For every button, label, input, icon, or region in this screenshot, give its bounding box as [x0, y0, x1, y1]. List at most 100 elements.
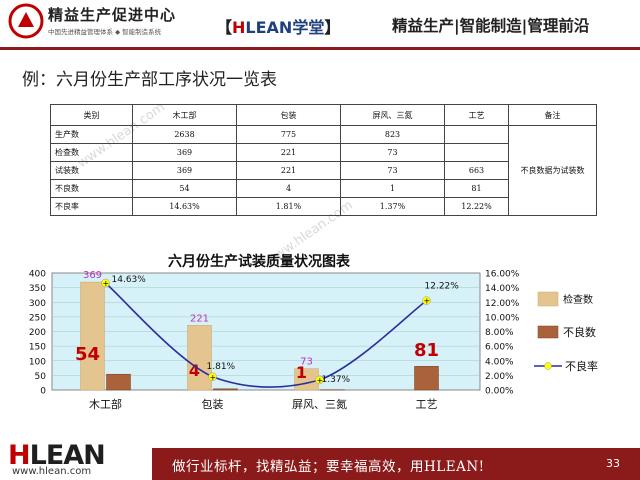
table-cell: 2638	[132, 125, 237, 144]
y-right-tick-label: 2.00%	[485, 372, 514, 382]
table-row: 不良率 14.63% 1.81% 1.37% 12.22%	[50, 197, 597, 216]
header-tagline: 精益生产|智能制造|管理前沿	[392, 17, 590, 35]
y-right-tick-label: 10.00%	[485, 313, 520, 323]
legend-label: 检查数	[563, 293, 593, 306]
y-left-tick-label: 50	[35, 372, 47, 382]
y-left-tick-label: 150	[29, 343, 46, 353]
defect-data-label: 81	[414, 340, 439, 361]
table-cell: 775	[236, 125, 341, 144]
table-note-cell: 不良数据为试装数	[508, 125, 597, 216]
bar-data-label: 221	[190, 313, 209, 324]
y-left-tick-label: 0	[40, 387, 46, 397]
table-cell: 369	[132, 143, 237, 162]
rate-marker-cross: +	[103, 279, 110, 288]
footer-logo-lean: LEAN	[29, 440, 106, 471]
footer-url[interactable]: www.hlean.com	[12, 466, 92, 477]
table-header-cell: 屏风、三氮	[340, 104, 445, 126]
bar-data-label: 73	[300, 357, 313, 368]
table-cell: 不良数	[50, 179, 133, 198]
x-tick-label: 包装	[202, 398, 224, 411]
header: 精益生产促进中心 中国先进精益管理体系 ◆ 智能制造系统 【HLEAN学堂】 精…	[0, 0, 640, 46]
y-left-tick-label: 200	[29, 328, 46, 338]
page-title: 例：六月份生产部工序状况一览表	[22, 70, 277, 90]
logo-lean: LEAN	[245, 18, 293, 37]
table-cell: 不良率	[50, 197, 133, 216]
quality-chart: 0 50 100 150 200 250 300 350 400 0.00% 2.00% 4.00% 6…	[29, 270, 598, 412]
table-cell: 试装数	[50, 161, 133, 180]
bar-defect	[213, 388, 238, 391]
rate-data-label: 14.63%	[112, 275, 147, 285]
table-cell: 12.22%	[444, 197, 509, 216]
header-divider	[0, 47, 640, 50]
table-cell: 4	[236, 179, 341, 198]
table-cell: 221	[236, 143, 341, 162]
defect-data-label: 1	[296, 363, 307, 382]
y-left-tick-label: 300	[29, 299, 46, 309]
table-header-cell: 备注	[508, 104, 597, 126]
table-row: 检查数 369 221 73	[50, 143, 597, 162]
table-cell: 823	[340, 125, 445, 144]
rate-data-label: 12.22%	[425, 282, 460, 292]
y-left-tick-label: 350	[29, 284, 46, 294]
brand-subtitle: 中国先进精益管理体系 ◆ 智能制造系统	[48, 28, 162, 36]
table-cell: 663	[444, 161, 509, 180]
table-cell: 73	[340, 161, 445, 180]
y-left-tick-label: 100	[29, 357, 46, 367]
table-header-cell: 类别	[50, 104, 133, 126]
brand-name: 精益生产促进中心	[48, 6, 177, 24]
hlean-classroom-label: 【HLEAN学堂】	[216, 14, 340, 38]
table-header-cell: 木工部	[132, 104, 237, 126]
rate-data-label: 1.81%	[207, 362, 236, 372]
y-right-tick-label: 6.00%	[485, 343, 514, 353]
rate-marker-cross: +	[210, 373, 217, 382]
rate-marker-cross: +	[424, 297, 431, 306]
table-cell	[444, 125, 509, 144]
y-right-tick-label: 8.00%	[485, 328, 514, 338]
table-cell: 1	[340, 179, 445, 198]
table-row: 生产数 2638 775 823 不良数据为试装数	[50, 125, 597, 216]
bar-defect	[106, 373, 131, 391]
brand-logo-icon	[8, 3, 44, 39]
table-cell: 14.63%	[132, 197, 237, 216]
table-header-row: 类别 木工部 包装 屏风、三氮 工艺 备注	[50, 104, 597, 126]
logo-h: H	[232, 18, 246, 37]
rate-marker-cross: +	[317, 376, 324, 385]
y-right-tick-label: 4.00%	[485, 357, 514, 367]
table-cell: 1.81%	[236, 197, 341, 216]
rate-marker	[101, 278, 110, 288]
y-left-tick-label: 400	[29, 270, 46, 280]
table-cell: 54	[132, 179, 237, 198]
bracket-close: 】	[324, 18, 341, 37]
y-right-tick-label: 14.00%	[485, 284, 520, 294]
defect-data-label: 54	[75, 344, 100, 365]
table-header-cell: 包装	[236, 104, 341, 126]
bar-inspected	[187, 325, 212, 391]
table-cell: 369	[132, 161, 237, 180]
legend-marker-rate	[544, 362, 552, 370]
table-cell	[444, 143, 509, 162]
bar-defect	[414, 366, 439, 391]
table-header-cell: 工艺	[444, 104, 509, 126]
rate-line	[104, 282, 427, 388]
y-right-tick-label: 16.00%	[485, 270, 520, 280]
rate-marker	[315, 375, 324, 385]
y-right-tick-label: 0.00%	[485, 387, 514, 397]
legend-swatch-defect	[537, 325, 559, 339]
page-number: 33	[606, 457, 620, 470]
x-tick-label: 工艺	[416, 398, 438, 411]
process-status-table: 类别 木工部 包装 屏风、三氮 工艺 备注 生产数 2638 775 823 不…	[50, 104, 597, 216]
rate-data-label: 1.37%	[322, 375, 351, 385]
bar-data-label: 369	[83, 270, 102, 281]
bar-inspected	[80, 281, 105, 391]
rate-marker	[422, 296, 431, 305]
logo-classroom: 学堂	[292, 18, 325, 37]
legend-label: 不良率	[565, 359, 598, 373]
rate-marker	[208, 372, 217, 382]
table-cell: 81	[444, 179, 509, 198]
table-row: 不良数 54 4 1 81	[50, 179, 597, 198]
footer-slogan: 做行业标杆，找精弘益；要幸福高效，用HLEAN!	[172, 459, 485, 475]
bracket-open: 【	[216, 18, 233, 37]
defect-data-label: 4	[189, 361, 200, 380]
footer-logo: HLEAN	[8, 440, 106, 471]
footer-bar	[152, 448, 640, 480]
